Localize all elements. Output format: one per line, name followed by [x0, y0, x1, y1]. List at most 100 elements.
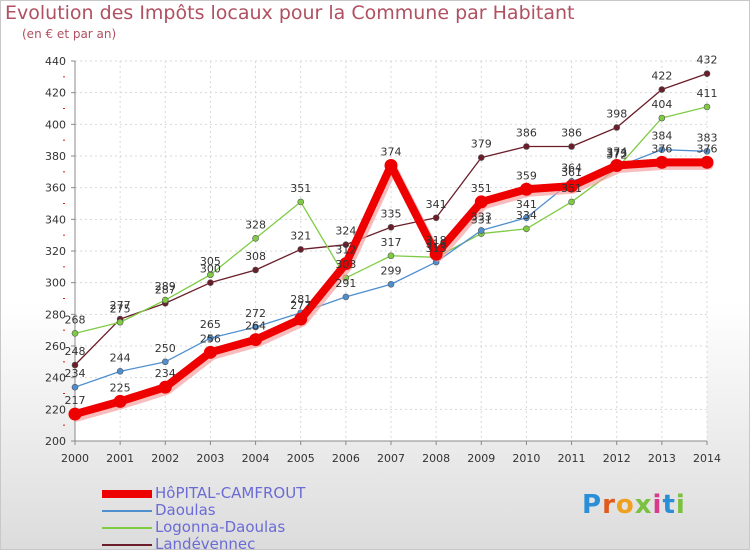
- y-tick-label: 420: [45, 87, 66, 100]
- data-point: [252, 323, 259, 331]
- data-label: 376: [651, 142, 672, 155]
- y-tick-label: 280: [45, 308, 66, 321]
- data-point: [387, 223, 395, 231]
- y-tick-label: 220: [45, 403, 66, 416]
- y-tick-label: 440: [45, 55, 66, 68]
- chart-subtitle: (en € et par an): [22, 27, 117, 41]
- data-point: [113, 394, 127, 408]
- data-label: 277: [110, 299, 131, 312]
- data-label: 361: [561, 166, 582, 179]
- data-label: 374: [606, 146, 627, 159]
- x-tick-label: 2010: [512, 452, 540, 465]
- data-label: 351: [471, 182, 492, 195]
- data-label: 341: [516, 198, 537, 211]
- data-label: 264: [245, 320, 266, 333]
- data-label: 334: [516, 209, 537, 222]
- data-point: [71, 330, 79, 337]
- data-point: [71, 383, 79, 391]
- data-label: 359: [516, 169, 537, 182]
- x-tick-label: 2003: [196, 452, 224, 465]
- data-label: 422: [651, 70, 672, 83]
- data-label: 351: [290, 182, 311, 195]
- data-label: 250: [155, 342, 176, 355]
- logo-letter: P: [582, 490, 603, 520]
- data-label: 287: [155, 283, 176, 296]
- data-point: [384, 159, 398, 172]
- y-tick-label: 240: [45, 372, 66, 385]
- data-label: 303: [335, 258, 356, 271]
- data-label: 308: [245, 250, 266, 263]
- data-label: 404: [651, 98, 672, 111]
- data-point: [116, 318, 124, 326]
- data-point: [71, 361, 79, 369]
- data-point: [252, 235, 259, 242]
- x-tick-label: 2014: [693, 452, 721, 465]
- data-point: [207, 334, 214, 342]
- data-label: 318: [426, 234, 447, 247]
- data-label: 277: [290, 299, 311, 312]
- x-tick-label: 2001: [106, 452, 134, 465]
- data-point: [477, 154, 485, 161]
- data-label: 244: [110, 351, 131, 364]
- data-label: 316: [426, 237, 447, 250]
- data-label: 331: [471, 214, 492, 227]
- data-point: [68, 407, 82, 421]
- data-point: [474, 195, 488, 209]
- data-point: [342, 293, 350, 301]
- data-label: 411: [697, 87, 718, 100]
- data-point: [658, 114, 666, 122]
- data-label: 225: [110, 381, 131, 394]
- data-point: [523, 143, 530, 150]
- proxiti-logo: Proxiti: [582, 490, 686, 520]
- data-label: 234: [65, 367, 86, 380]
- y-tick-label: 360: [45, 182, 66, 195]
- data-label: 432: [697, 54, 718, 67]
- data-label: 313: [426, 242, 447, 255]
- x-tick-label: 2011: [558, 452, 586, 465]
- data-label: 289: [155, 280, 176, 293]
- data-point: [252, 266, 259, 274]
- data-label: 386: [516, 127, 537, 140]
- data-label: 272: [245, 307, 266, 320]
- data-label: 268: [65, 313, 86, 326]
- data-label: 312: [335, 244, 356, 257]
- data-point: [387, 252, 395, 260]
- data-label: 364: [561, 161, 582, 174]
- data-point: [613, 124, 621, 131]
- data-point: [703, 70, 711, 77]
- y-tick-label: 400: [45, 118, 66, 131]
- x-tick-label: 2008: [422, 452, 450, 465]
- logo-letter: i: [652, 490, 663, 520]
- data-label: 373: [606, 147, 627, 160]
- chart-title: Evolution des Impôts locaux pour la Comm…: [5, 2, 575, 24]
- data-point: [700, 155, 714, 169]
- data-point: [432, 214, 440, 222]
- data-point: [523, 214, 530, 222]
- data-point: [203, 345, 217, 359]
- data-label: 217: [65, 394, 86, 407]
- x-tick-label: 2013: [648, 452, 676, 465]
- data-point: [387, 280, 395, 288]
- logo-letter: t: [662, 490, 676, 520]
- y-tick-label: 200: [45, 435, 66, 448]
- data-point: [249, 333, 263, 347]
- data-point: [342, 241, 350, 248]
- data-point: [703, 103, 711, 111]
- data-label: 384: [651, 130, 672, 143]
- x-tick-label: 2005: [287, 452, 315, 465]
- x-tick-label: 2002: [151, 452, 179, 465]
- data-label: 328: [245, 218, 266, 231]
- y-tick-label: 300: [45, 277, 66, 290]
- data-label: 341: [426, 198, 447, 211]
- data-label: 281: [290, 293, 311, 306]
- data-point: [477, 227, 485, 234]
- x-tick-label: 2007: [377, 452, 405, 465]
- logo-letter: o: [615, 490, 635, 520]
- data-point: [158, 380, 172, 394]
- data-point: [297, 246, 305, 253]
- data-point: [116, 368, 124, 375]
- data-point: [658, 146, 666, 153]
- data-label: 386: [561, 127, 582, 140]
